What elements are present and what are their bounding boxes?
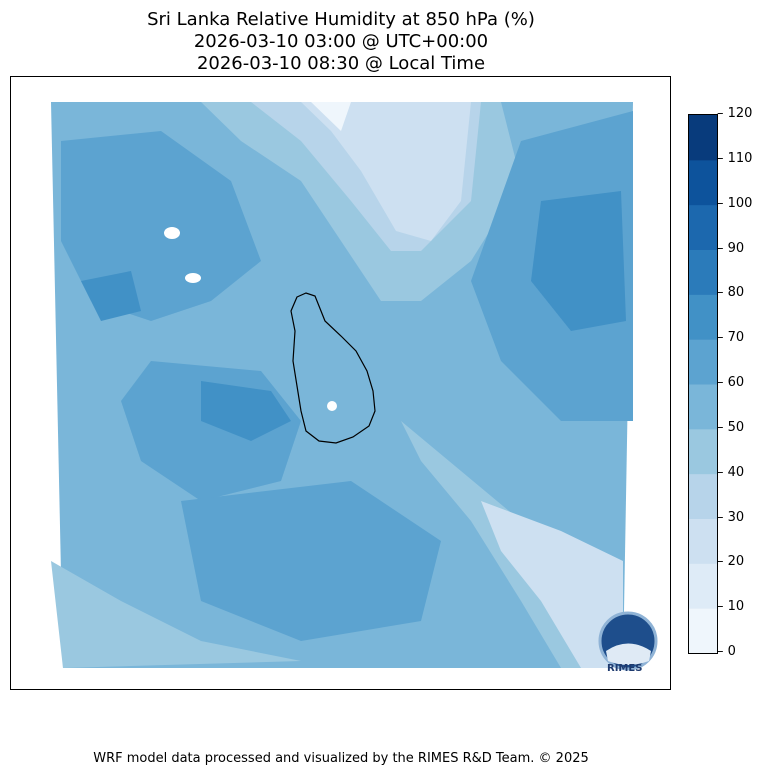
- colorbar-tick-label: – 70: [717, 330, 745, 346]
- rimes-logo-text: RIMES: [607, 663, 643, 674]
- humidity-contour-dark-south: [181, 481, 441, 641]
- colorbar-segment: [689, 518, 717, 564]
- colorbar-tick-label: – 80: [717, 285, 745, 301]
- rimes-logo-wave: [606, 643, 651, 665]
- colorbar-segment: [689, 563, 717, 609]
- humidity-contour-se-lighter: [481, 501, 623, 668]
- colorbar-tick-label: – 40: [717, 464, 745, 480]
- colorbar-segment: [689, 608, 717, 654]
- colorbar-tick-label: – 60: [717, 375, 745, 390]
- colorbar-tick-label: – 90: [717, 240, 745, 256]
- colorbar-border: [688, 114, 718, 654]
- colorbar-tick-label: – 20: [717, 554, 745, 570]
- colorbar-tick-label: – 0: [717, 644, 736, 659]
- humidity-contour-min: [311, 102, 351, 131]
- map-frame: [10, 76, 671, 690]
- colorbar-tick-label: – 110: [717, 150, 753, 166]
- colorbar-tick-label: – 50: [717, 419, 745, 435]
- colorbar-segment: [689, 473, 717, 519]
- map-title-utc-time: 2026-03-10 03:00 @ UTC+00:00: [193, 31, 489, 52]
- humidity-contour-dark-west: [61, 131, 261, 321]
- humidity-contour-lightest: [301, 102, 471, 241]
- sri-lanka-coastline: [290, 292, 376, 444]
- colorbar-tick-label: – 100: [717, 195, 753, 211]
- colorbar-tick-label: – 120: [717, 106, 753, 121]
- map-title-local-time: 2026-03-10 08:30 @ Local Time: [196, 53, 486, 74]
- colorbar-segment: [689, 115, 717, 161]
- humidity-map: [51, 102, 658, 671]
- colorbar: [688, 114, 718, 654]
- colorbar-segment: [689, 204, 717, 250]
- humidity-contour-darker-east: [531, 191, 626, 331]
- missing-data-patch: [164, 227, 180, 239]
- map-title-line1: Sri Lanka Relative Humidity at 850 hPa (…: [147, 9, 535, 30]
- colorbar-tick-label: – 10: [717, 599, 745, 615]
- colorbar-segment: [689, 159, 717, 206]
- missing-data-patch: [327, 401, 337, 411]
- missing-data-patch: [185, 273, 201, 283]
- humidity-contour-darker-west: [81, 271, 141, 321]
- colorbar-segment: [689, 428, 717, 475]
- colorbar-tick-label: – 30: [717, 509, 745, 525]
- humidity-contour-darker: [201, 381, 291, 441]
- humidity-contour-sw-light: [51, 561, 301, 668]
- colorbar-segment: [689, 339, 717, 385]
- colorbar-segment: [689, 384, 717, 430]
- colorbar-segment: [689, 294, 717, 340]
- footer-credit: WRF model data processed and visualized …: [93, 751, 589, 766]
- colorbar-segment: [689, 249, 717, 295]
